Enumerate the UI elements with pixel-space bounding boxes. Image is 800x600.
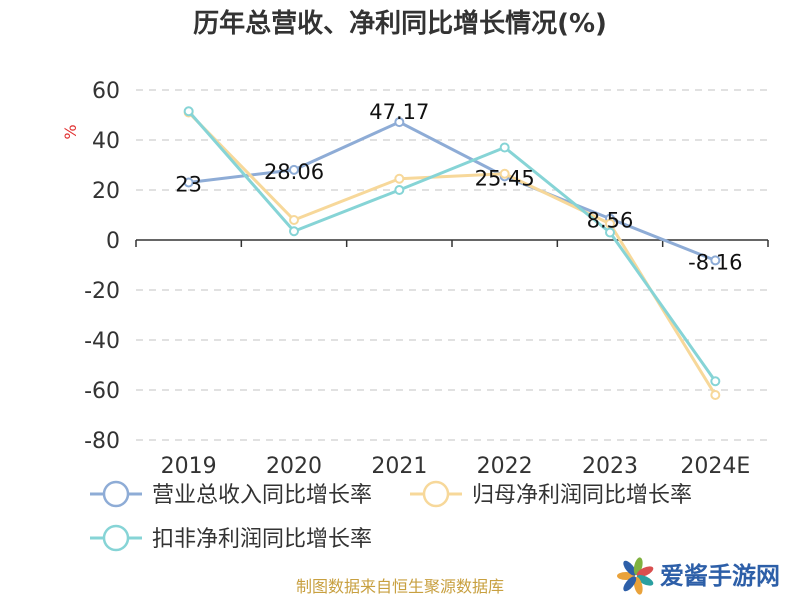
legend-marker-icon — [102, 524, 130, 552]
data-label: 25.45 — [475, 166, 535, 190]
logo-petal — [623, 560, 637, 576]
legend-item-3[interactable]: 扣非净利润同比增长率 — [90, 524, 372, 552]
data-point[interactable] — [183, 177, 194, 188]
watermark-text: 爱酱手游网 — [660, 562, 780, 590]
y-tick-label: 40 — [92, 129, 120, 154]
data-point[interactable] — [394, 185, 405, 195]
legend-label: 归母净利润同比增长率 — [472, 483, 692, 508]
y-tick-label: -40 — [84, 329, 120, 354]
data-label: 8.56 — [587, 209, 634, 233]
y-tick-label: -60 — [84, 379, 120, 404]
series-line — [187, 110, 717, 383]
legend-label: 营业总收入同比增长率 — [152, 483, 372, 508]
series-1 — [183, 117, 721, 266]
y-tick-label: 20 — [92, 179, 120, 204]
logo-petal — [636, 566, 654, 577]
y-axis-ticks: 60 40 20 0 -20 -40 -60 -80 — [84, 79, 120, 454]
series-layer — [183, 106, 721, 400]
series-line — [187, 111, 717, 396]
gridlines — [136, 89, 768, 441]
legend-marker-icon — [102, 480, 130, 508]
x-tick-label: 2021 — [371, 454, 427, 479]
chart-title: 历年总营收、净利同比增长情况(%) — [193, 8, 607, 39]
legend-label: 扣非净利润同比增长率 — [152, 527, 372, 552]
data-point[interactable] — [710, 376, 721, 387]
data-point[interactable] — [499, 168, 510, 179]
data-source-note: 制图数据来自恒生聚源数据库 — [296, 577, 504, 596]
series-3 — [183, 106, 721, 387]
logo-petal — [636, 575, 654, 586]
legend-item-1[interactable]: 营业总收入同比增长率 — [90, 480, 372, 508]
y-tick-label: -20 — [84, 279, 120, 304]
y-tick-label: -80 — [84, 429, 120, 454]
x-axis: 2019 2020 2021 2022 2023 2024E — [135, 239, 769, 479]
data-point[interactable] — [289, 164, 299, 175]
data-point[interactable] — [605, 227, 615, 238]
x-tick-label: 2024E — [680, 454, 750, 479]
x-tick-label: 2023 — [582, 454, 638, 479]
y-tick-label: 60 — [92, 79, 120, 104]
data-point[interactable] — [710, 255, 721, 266]
logo-petal — [623, 576, 637, 592]
series-line — [188, 120, 716, 262]
logo-petal — [633, 576, 643, 595]
watermark: 爱酱手游网 — [617, 557, 780, 595]
data-point[interactable] — [710, 390, 721, 400]
legend-item-2[interactable]: 归母净利润同比增长率 — [410, 480, 692, 508]
data-point[interactable] — [394, 173, 405, 184]
watermark-logo-icon — [617, 557, 654, 595]
data-label: 23 — [175, 173, 202, 197]
x-tick-label: 2019 — [161, 454, 217, 479]
data-label: -8.16 — [688, 250, 742, 274]
data-point[interactable] — [289, 215, 299, 225]
x-tick-label: 2022 — [477, 454, 533, 479]
y-tick-label: 0 — [106, 229, 120, 254]
x-tick-label: 2020 — [266, 454, 322, 479]
data-labels: 23 28.06 47.17 25.45 8.56 -8.16 — [175, 100, 742, 274]
data-point[interactable] — [499, 142, 510, 153]
y-axis-unit: % — [61, 124, 80, 139]
data-point[interactable] — [394, 117, 405, 128]
series-2 — [183, 107, 721, 400]
data-label: 47.17 — [369, 100, 429, 124]
legend-marker-icon — [422, 480, 450, 508]
data-point[interactable] — [289, 226, 299, 237]
data-label: 28.06 — [264, 160, 324, 184]
data-point[interactable] — [183, 106, 194, 117]
